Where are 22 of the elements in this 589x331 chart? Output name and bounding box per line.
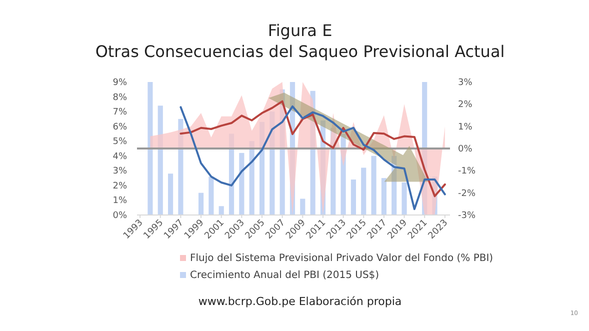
- y-tick-label: 9%: [112, 78, 128, 88]
- text: www.bcrp.Gob.pe Elaboración propia: [198, 295, 402, 308]
- y-tick-label: 8%: [112, 92, 128, 103]
- y-tick-label: 3%: [112, 166, 128, 177]
- y-tick-label: 4%: [112, 152, 128, 162]
- y2-tick-label: -3%: [458, 211, 476, 221]
- legend-label: Flujo del Sistema Previsional Privado Valor del Fondo (% PBI): [190, 253, 494, 264]
- y-tick-label: 7%: [112, 108, 128, 118]
- y2-tick-label: 3%: [458, 78, 473, 88]
- y-tick-label: 1%: [112, 196, 128, 206]
- y-tick-label: 6%: [112, 122, 128, 132]
- y-tick-label: 5%: [112, 137, 128, 148]
- y-tick-label: 2%: [112, 181, 128, 192]
- y-tick-label: 0%: [112, 211, 128, 221]
- y2-tick-label: -2%: [458, 188, 476, 199]
- chart-title: Figura E: [268, 21, 332, 40]
- y2-tick-label: -1%: [458, 166, 476, 177]
- y2-tick-label: 2%: [458, 100, 473, 110]
- y2-tick-label: 1%: [458, 122, 473, 132]
- y2-tick-label: 0%: [458, 144, 473, 154]
- chart-subtitle: Otras Consecuencias del Saqueo Previsional Actual: [95, 42, 505, 61]
- legend-label: Crecimiento Anual del PBI (2015 US$): [190, 270, 380, 281]
